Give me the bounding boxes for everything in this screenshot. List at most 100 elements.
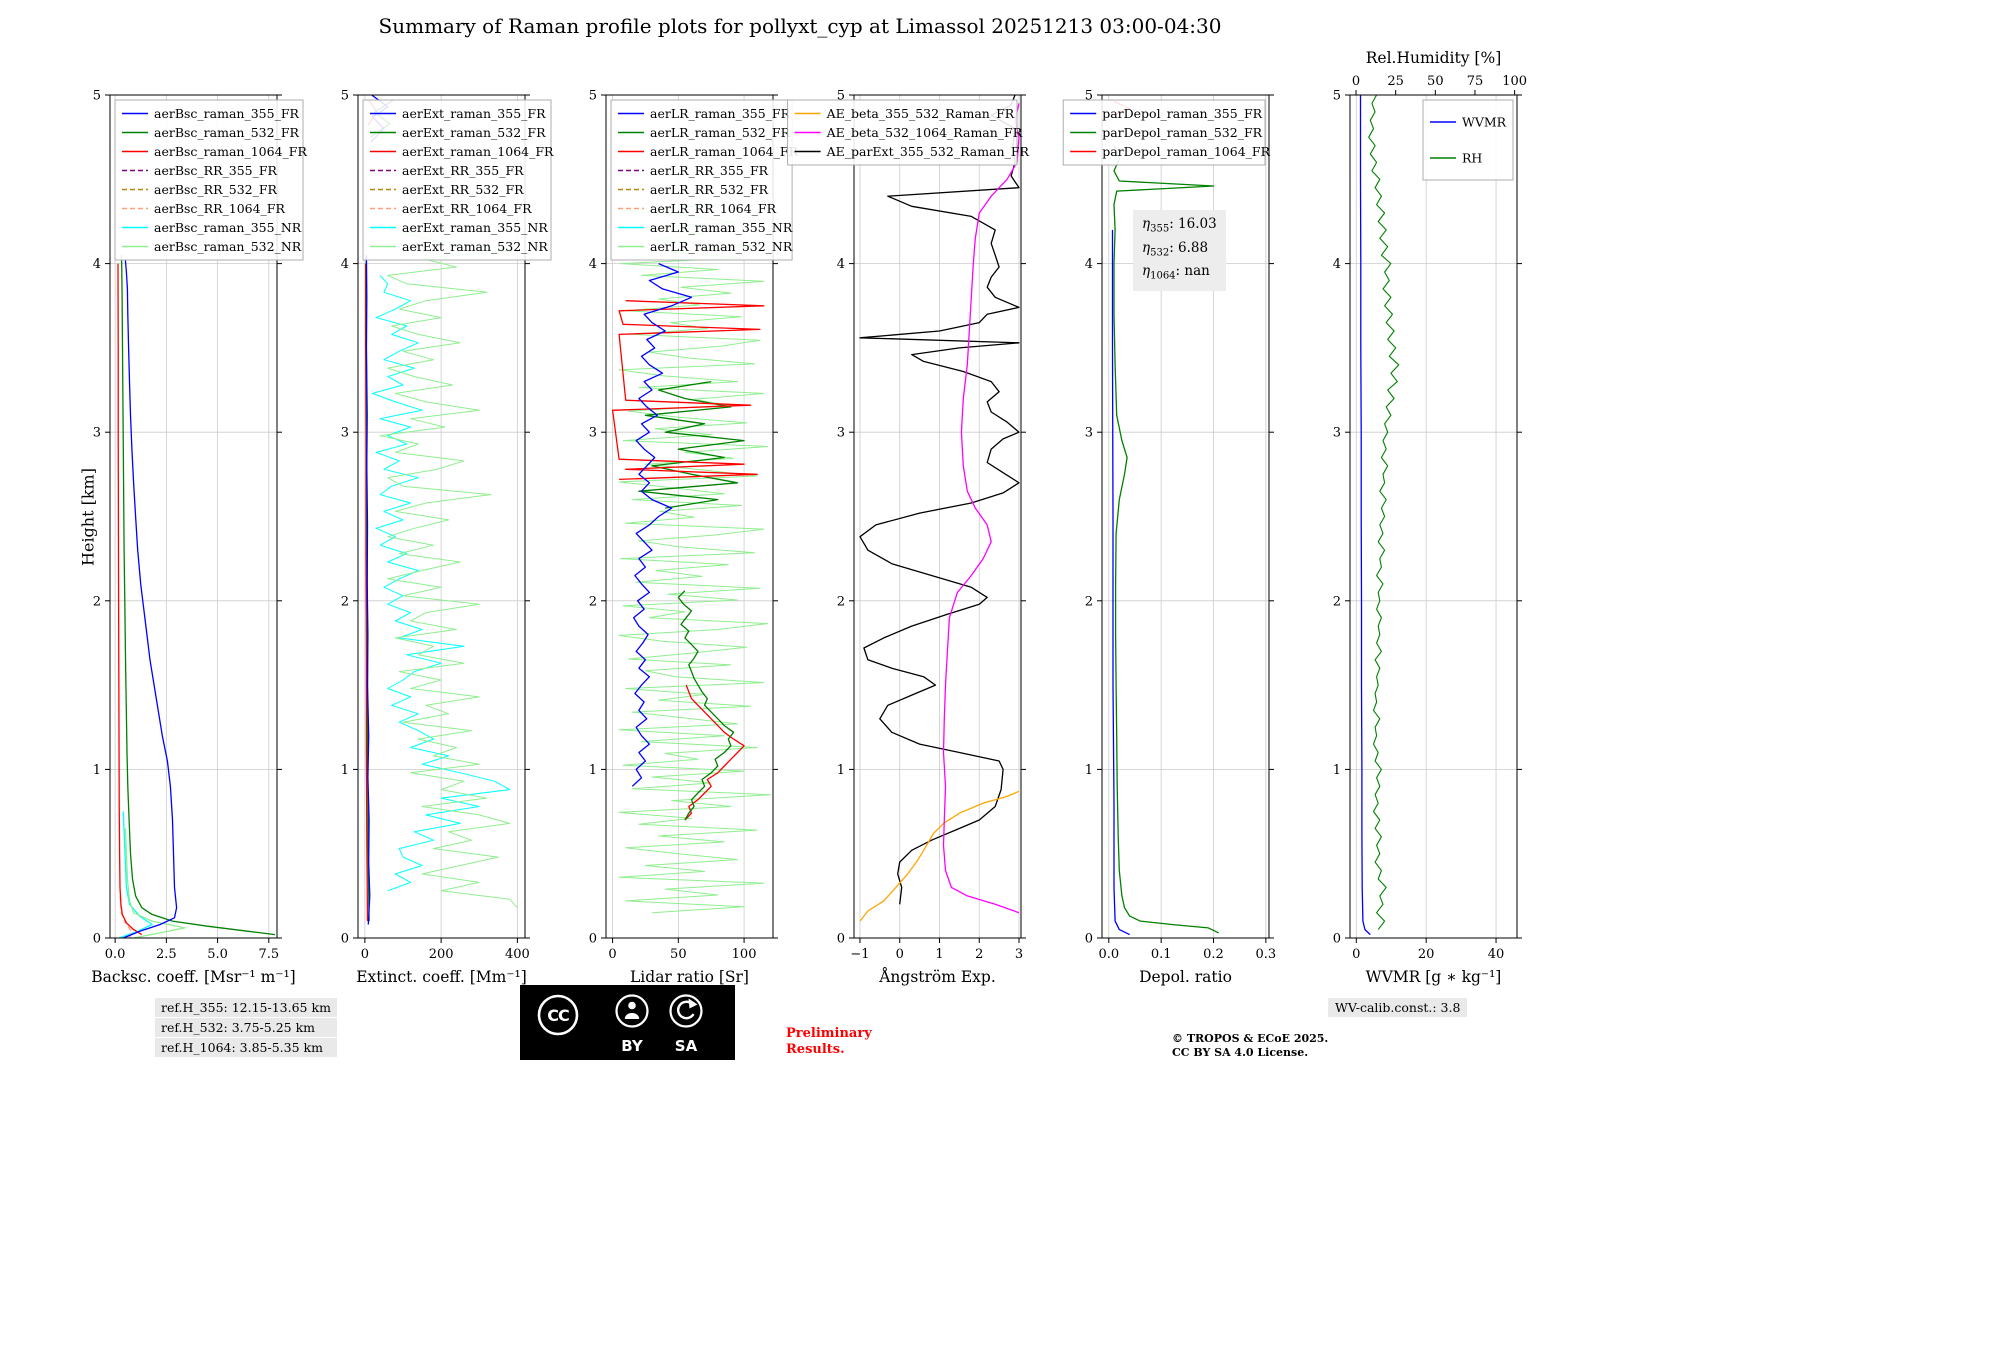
cc-logo-text: CC <box>547 1006 569 1025</box>
series-AE_beta_355_532_Raman_FR <box>859 790 1020 922</box>
legend-label-aerExt_raman_532_NR: aerExt_raman_532_NR <box>402 239 548 254</box>
legend-label-aerBsc_raman_532_NR: aerBsc_raman_532_NR <box>154 239 302 254</box>
cc-by-sa-badge: CC BY SA <box>520 985 735 1064</box>
legend-label-parDepol_raman_355_FR: parDepol_raman_355_FR <box>1102 106 1262 121</box>
series-aerBsc_raman_355_NR <box>118 811 153 938</box>
svg-text:5.0: 5.0 <box>207 947 228 962</box>
svg-text:20: 20 <box>1418 947 1435 962</box>
legend-angstrom: AE_beta_355_532_Raman_FR AE_beta_532_1064… <box>787 99 1030 166</box>
svg-text:4: 4 <box>93 257 101 272</box>
depol-eta-annotation: η355: 16.03 η532: 6.88 η1064: nan <box>1133 210 1226 292</box>
svg-text:2: 2 <box>341 594 349 609</box>
series-aerLR_raman_355_FR <box>631 263 693 787</box>
copyright-note: © TROPOS & ECoE 2025. CC BY SA 4.0 Licen… <box>1172 1032 1329 1059</box>
svg-text:0: 0 <box>1352 947 1360 962</box>
legend-label-aerLR_RR_532_FR: aerLR_RR_532_FR <box>650 182 769 197</box>
series-group-extinction <box>364 95 518 925</box>
legend-label-aerBsc_raman_355_FR: aerBsc_raman_355_FR <box>154 106 299 121</box>
svg-text:5: 5 <box>1085 89 1093 104</box>
svg-text:400: 400 <box>505 947 530 962</box>
svg-text:0: 0 <box>837 932 845 947</box>
svg-text:200: 200 <box>429 947 454 962</box>
plot-frame-backscatter <box>109 94 278 939</box>
legend-extinction: aerExt_raman_355_FR aerExt_raman_532_FRae… <box>362 99 554 261</box>
svg-text:40: 40 <box>1488 947 1505 962</box>
svg-text:0: 0 <box>361 947 369 962</box>
svg-text:5: 5 <box>341 89 349 104</box>
svg-text:3: 3 <box>837 426 845 441</box>
profile-panels-svg: 0.0 2.5 5.0 7.5 0 1 2 3 4 5 Backsc. coeff. [Msr⁻¹ … <box>91 49 1527 987</box>
legend-label-aerLR_raman_1064_FR: aerLR_raman_1064_FR <box>650 144 799 159</box>
sa-arrow-head <box>688 998 698 1009</box>
legend-label-aerExt_RR_1064_FR: aerExt_RR_1064_FR <box>402 201 532 216</box>
sa-arrow-arc <box>677 1000 695 1020</box>
svg-text:25: 25 <box>1387 74 1404 89</box>
legend-label-aerBsc_raman_355_NR: aerBsc_raman_355_NR <box>154 220 302 235</box>
svg-text:4: 4 <box>589 257 597 272</box>
x-axis-label-backscatter: Backsc. coeff. [Msr⁻¹ m⁻¹] <box>91 968 295 986</box>
legend-depol: parDepol_raman_355_FR parDepol_raman_532_… <box>1062 99 1271 166</box>
svg-text:5: 5 <box>589 89 597 104</box>
series-group-wvmr <box>1359 95 1400 936</box>
legend-lidar-ratio: aerLR_raman_355_FR aerLR_raman_532_FR aerL… <box>610 99 799 261</box>
figure-title: Summary of Raman profile plots for polly… <box>378 14 1222 38</box>
legend-label-aerExt_raman_355_FR: aerExt_raman_355_FR <box>402 106 546 121</box>
panel-extinction: 0 200 400 0 1 2 3 4 5 Extinct. coeff. [Mm⁻¹] aerEx… <box>341 89 554 987</box>
plot-frame-angstrom <box>853 94 1022 939</box>
top-axis-label-wvmr: Rel.Humidity [%] <box>1366 49 1502 67</box>
legend-label-WVMR: WVMR <box>1462 115 1507 130</box>
svg-text:2: 2 <box>1333 594 1341 609</box>
series-aerLR_raman_532_FR <box>677 590 735 821</box>
svg-text:4: 4 <box>341 257 349 272</box>
by-person-icon <box>615 994 649 1028</box>
series-aerExt_raman_1064_FR <box>364 263 369 922</box>
series-group-backscatter <box>117 255 276 938</box>
series-aerLR_raman_1064_FR_spikes <box>611 300 765 481</box>
grid-wvmr <box>1350 94 1517 939</box>
svg-text:0: 0 <box>93 932 101 947</box>
panel-lidar-ratio: 0 50 100 0 1 2 3 4 5 Lidar ratio [Sr] aerLR_raman_… <box>589 89 799 987</box>
series-aerExt_raman_355_NR <box>372 275 511 892</box>
legend-label-aerExt_RR_532_FR: aerExt_RR_532_FR <box>402 182 524 197</box>
svg-text:0.2: 0.2 <box>1203 947 1224 962</box>
svg-text:1: 1 <box>837 763 845 778</box>
plot-frame-wvmr <box>1349 94 1518 939</box>
eta-532-line: η532: 6.88 <box>1142 239 1209 259</box>
svg-text:3: 3 <box>1085 426 1093 441</box>
series-group-lidar-ratio <box>611 204 771 914</box>
legend-label-AE_beta_532_1064_Raman_FR: AE_beta_532_1064_Raman_FR <box>826 125 1023 140</box>
by-person-body <box>624 1013 640 1019</box>
legend-label-AE_parExt_355_532_Raman_FR: AE_parExt_355_532_Raman_FR <box>826 144 1030 159</box>
legend-label-aerBsc_raman_1064_FR: aerBsc_raman_1064_FR <box>154 144 307 159</box>
svg-text:2: 2 <box>93 594 101 609</box>
series-parDepol_raman_532_FR <box>1113 145 1219 934</box>
panel-angstrom: −1 0 1 2 3 0 1 2 3 4 5 Ångström Exp. AE_beta_355_532… <box>787 89 1030 986</box>
cc-sa-text: SA <box>675 1037 698 1055</box>
series-aerLR_raman_532_NR <box>618 204 771 914</box>
legend-wvmr: WVMR RH <box>1422 99 1514 181</box>
legend-label-aerLR_raman_355_FR: aerLR_raman_355_FR <box>650 106 791 121</box>
series-aerLR_raman_532_FR_seg2 <box>638 380 745 509</box>
svg-text:100: 100 <box>1502 74 1527 89</box>
svg-text:−1: −1 <box>850 947 869 962</box>
svg-text:3: 3 <box>93 426 101 441</box>
panel-depol: 0.0 0.1 0.2 0.3 0 1 2 3 4 5 Depol. ratio parDepol_r… <box>1062 89 1276 986</box>
ref-height-1064: ref.H_1064: 3.85-5.35 km <box>155 1038 337 1057</box>
series-group-angstrom <box>859 95 1020 922</box>
svg-text:0: 0 <box>341 932 349 947</box>
svg-text:2: 2 <box>1085 594 1093 609</box>
cc-badge-background <box>520 985 735 1060</box>
svg-text:4: 4 <box>1333 257 1341 272</box>
plot-frame-lidar-ratio <box>605 94 774 939</box>
svg-text:3: 3 <box>341 426 349 441</box>
svg-text:50: 50 <box>1427 74 1444 89</box>
legend-label-parDepol_raman_1064_FR: parDepol_raman_1064_FR <box>1102 144 1270 159</box>
grid-angstrom <box>854 94 1021 939</box>
svg-text:5: 5 <box>93 89 101 104</box>
svg-text:1: 1 <box>1085 763 1093 778</box>
series-aerBsc_raman_355_FR <box>123 260 178 938</box>
legend-label-aerExt_raman_532_FR: aerExt_raman_532_FR <box>402 125 546 140</box>
svg-text:0: 0 <box>608 947 616 962</box>
